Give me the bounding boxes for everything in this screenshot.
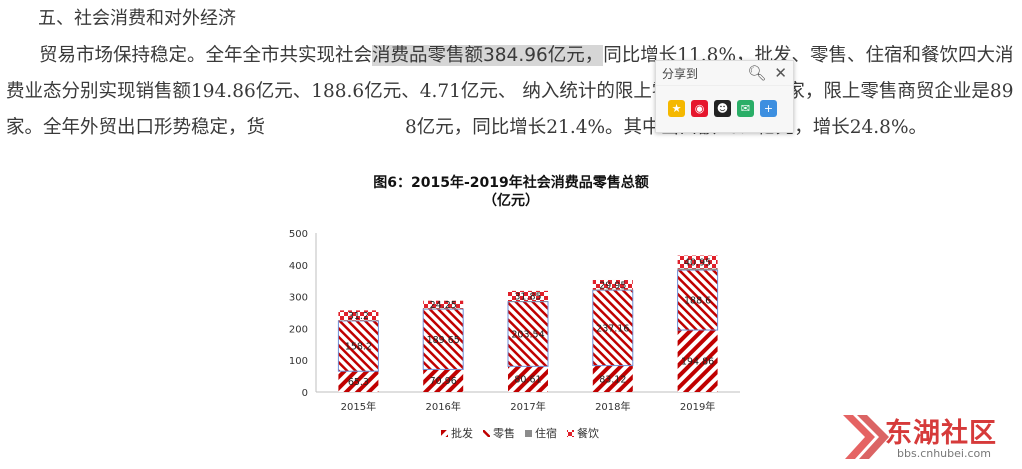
bar-segment-住宿 — [423, 308, 464, 310]
chart-title: 图6：2015年-2019年社会消费品零售总额 — [373, 175, 649, 191]
y-tick-label: 200 — [289, 324, 308, 335]
bar-segment-零售 — [592, 289, 634, 367]
para-text-1: 贸易市场保持稳定。全年全市共实现社会 — [39, 45, 373, 66]
bar-segment-批发 — [423, 369, 464, 392]
x-tick-label: 2016年 — [425, 400, 460, 413]
data-label: 158.2 — [345, 342, 372, 353]
bar-segment-零售 — [337, 320, 379, 372]
wechat-icon[interactable]: ✉ — [737, 100, 754, 117]
y-tick-label: 400 — [289, 261, 308, 272]
bar-segment-餐饮 — [677, 255, 718, 269]
weibo-icon[interactable]: ◉ — [691, 100, 708, 117]
section-heading: 五、社会消费和对外经济 — [38, 8, 236, 29]
bar-segment-餐饮 — [592, 279, 633, 290]
bar-segment-餐饮 — [423, 300, 464, 309]
bar-segment-零售 — [507, 301, 549, 367]
legend-swatch — [525, 430, 532, 437]
x-tick-label: 2017年 — [510, 400, 545, 413]
watermark-text: 东湖社区 — [885, 418, 997, 449]
bar-segment-餐饮 — [508, 290, 548, 302]
data-label: 194.86 — [681, 357, 714, 368]
data-label: 80.61 — [514, 375, 541, 386]
y-tick-label: 300 — [289, 293, 308, 304]
y-tick-label: 0 — [302, 388, 308, 399]
x-tick-label: 2015年 — [341, 400, 376, 413]
bar-segment-零售 — [677, 269, 719, 331]
bar-segment-批发 — [508, 366, 548, 392]
watermark-logo: 东湖社区 bbs.cnhubei.com — [835, 405, 1020, 467]
chart-title-block: 图6：2015年-2019年社会消费品零售总额 （亿元） — [0, 174, 1022, 210]
more-icon[interactable]: + — [760, 100, 777, 117]
legend-label: 批发 — [451, 426, 473, 440]
qzone-icon[interactable]: ★ — [668, 100, 685, 117]
watermark-logo-mark — [843, 415, 889, 459]
legend-swatch — [567, 430, 574, 437]
bar-segment-餐饮 — [338, 310, 379, 321]
legend-swatch — [483, 430, 490, 437]
legend-swatch — [441, 430, 448, 437]
close-icon[interactable]: ✕ — [774, 64, 787, 82]
watermark-url: bbs.cnhubei.com — [897, 447, 991, 460]
share-icon-row: ★ ◉ ☻ ✉ + — [656, 86, 793, 117]
data-label: 189.65 — [427, 335, 460, 346]
bar-segment-住宿 — [338, 320, 379, 321]
bar-segment-住宿 — [677, 268, 718, 271]
legend-label: 住宿 — [535, 426, 557, 440]
bar-segment-批发 — [338, 371, 379, 392]
share-title: 分享到 — [662, 66, 699, 81]
highlighted-text[interactable]: 消费品零售额384.96亿元， — [372, 45, 604, 66]
qq-icon[interactable]: ☻ — [714, 100, 731, 117]
data-label: 65.3 — [348, 377, 369, 388]
legend-label: 零售 — [493, 426, 515, 440]
data-label: 31.85 — [514, 291, 541, 302]
data-label: 70.96 — [430, 376, 457, 387]
data-label: 24.25 — [430, 300, 457, 311]
bar-segment-批发 — [677, 330, 718, 392]
data-label: 40.95 — [684, 258, 711, 269]
data-label: 203.54 — [511, 330, 544, 341]
bar-segment-住宿 — [592, 289, 633, 291]
magnifier-icon[interactable]: 🔍︎ — [747, 64, 767, 82]
legend-label: 餐饮 — [577, 426, 599, 440]
chart-subtitle: （亿元） — [483, 193, 539, 209]
bar-segment-零售 — [422, 308, 464, 370]
x-tick-label: 2019年 — [680, 400, 715, 413]
data-label: 31.2 — [348, 311, 369, 322]
bar-segment-批发 — [592, 365, 633, 392]
data-label: 237.16 — [596, 323, 629, 334]
y-tick-label: 100 — [289, 356, 308, 367]
x-tick-label: 2018年 — [595, 400, 630, 413]
bar-segment-住宿 — [508, 301, 548, 302]
data-label: 188.6 — [684, 296, 711, 307]
data-label: 83.12 — [599, 374, 626, 385]
share-popup: 分享到 🔍︎ ✕ ★ ◉ ☻ ✉ + — [655, 60, 794, 133]
data-label: 29.95 — [599, 280, 626, 291]
y-tick-label: 500 — [289, 229, 308, 240]
